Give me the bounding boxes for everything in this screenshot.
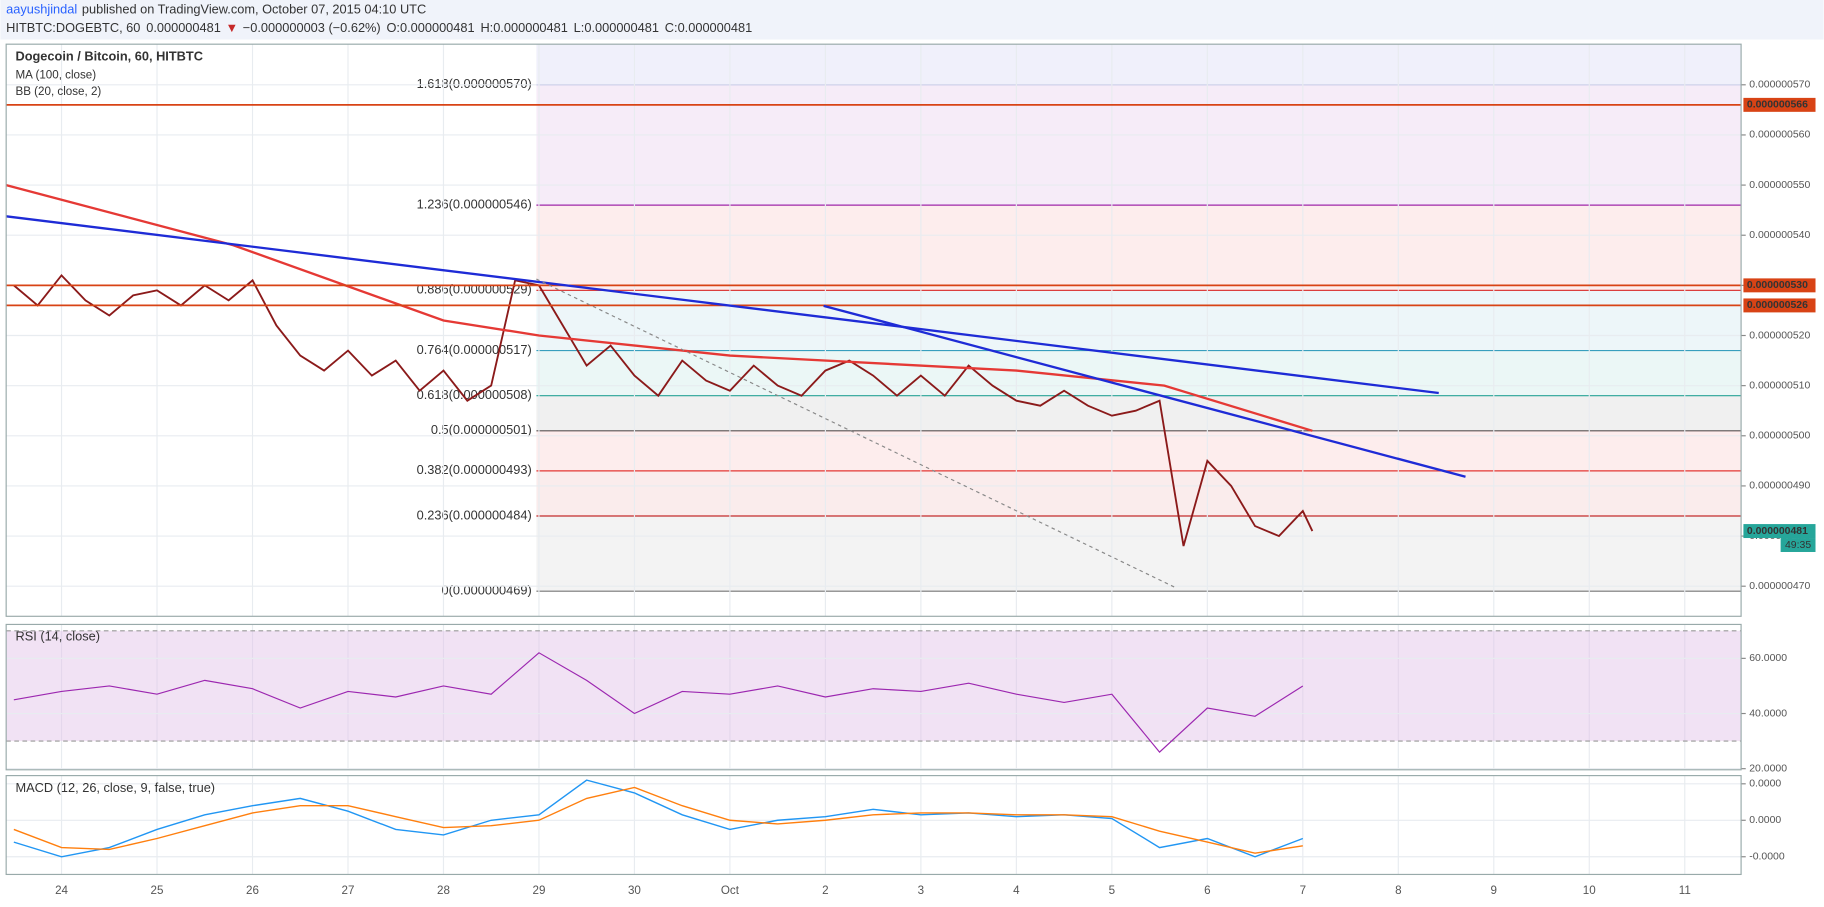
change: −0.000000003 (−0.62%) xyxy=(243,20,381,35)
series-line xyxy=(5,183,1313,432)
x-tick-label: 24 xyxy=(55,884,68,897)
study-label: BB (20, close, 2) xyxy=(15,85,101,98)
y-tick-label: 20.0000 xyxy=(1749,763,1787,774)
legend-entry: MA (100, close) xyxy=(15,69,96,82)
x-tick-label: 10 xyxy=(1583,884,1596,897)
drawings xyxy=(6,215,1466,589)
x-tick-label: 29 xyxy=(532,884,545,897)
high: H:0.000000481 xyxy=(480,20,567,35)
close: C:0.000000481 xyxy=(665,20,752,35)
countdown: 49:35 xyxy=(1785,540,1811,551)
main-pane xyxy=(5,43,1742,617)
series-line xyxy=(13,786,1303,854)
x-tick-label: Oct xyxy=(721,884,740,897)
price-tag xyxy=(1743,298,1816,313)
pane-title: RSI (14, close) xyxy=(15,629,100,644)
plot-layer: 1.618(0.000000570)1.236(0.000000546)0.88… xyxy=(5,44,1816,897)
x-tick-label: 7 xyxy=(1300,884,1306,897)
y-tick-label: 60.0000 xyxy=(1749,653,1787,664)
x-tick-label: 9 xyxy=(1491,884,1497,897)
y-tick-label: 40.0000 xyxy=(1749,708,1787,719)
published: published on TradingView.com, October 07… xyxy=(82,2,426,17)
y-tick-label: 0.0000 xyxy=(1749,779,1781,790)
direction: ▼ xyxy=(226,20,239,35)
x-tick-label: 25 xyxy=(151,884,164,897)
pane-title: MACD (12, 26, close, 9, false, true) xyxy=(15,780,215,795)
x-tick-label: 4 xyxy=(1013,884,1020,897)
trend-line xyxy=(823,304,1466,478)
price-tag xyxy=(1743,278,1816,293)
fib-zone xyxy=(536,205,1742,291)
y-tick-label: 0.000000560 xyxy=(1749,130,1810,141)
symbol: HITBTC:DOGEBTC, 60 xyxy=(6,20,140,35)
y-tick-label: 0.000000520 xyxy=(1749,330,1810,341)
fib-label: 0.5(0.000000501) xyxy=(431,422,532,437)
fib-label: 0.382(0.000000493) xyxy=(417,462,532,477)
rsi-band xyxy=(6,630,1742,742)
price-tag-label: 0.000000566 xyxy=(1747,100,1808,111)
y-tick-label: 0.000000470 xyxy=(1749,581,1810,592)
price-tag-label: 0.000000530 xyxy=(1747,280,1808,291)
y-tick-label: 0.000000550 xyxy=(1749,180,1810,191)
fib-zone xyxy=(536,395,1742,431)
fib-zone xyxy=(536,290,1742,351)
fib-label: 0.236(0.000000484) xyxy=(417,507,532,522)
fib-label: 0.764(0.000000517) xyxy=(417,342,532,357)
x-tick-label: 6 xyxy=(1204,884,1210,897)
rsi-pane xyxy=(5,623,1742,771)
macd-pane xyxy=(5,775,1742,876)
y-tick-label: 0.000000540 xyxy=(1749,230,1810,241)
price-tag xyxy=(1743,97,1816,112)
fib-zone xyxy=(536,350,1742,396)
pane-title: Dogecoin / Bitcoin, 60, HITBTC xyxy=(15,48,202,63)
series-line xyxy=(13,779,1304,858)
header-line: aayushjindal published on TradingView.com… xyxy=(6,2,426,17)
fib-label: 1.618(0.000000570) xyxy=(417,76,532,91)
x-tick-label: 2 xyxy=(822,884,828,897)
x-tick-label: 5 xyxy=(1109,884,1115,897)
y-tick-label: 0.000000490 xyxy=(1749,481,1810,492)
header-bar xyxy=(0,0,1824,40)
open: O:0.000000481 xyxy=(386,20,474,35)
last: 0.000000481 xyxy=(146,20,221,35)
fib-label: 0(0.000000469) xyxy=(441,583,531,598)
y-tick-label: -0.0000 xyxy=(1749,852,1785,863)
fib-zone xyxy=(536,44,1742,85)
price-line xyxy=(13,652,1304,753)
author[interactable]: aayushjindal xyxy=(6,2,77,17)
fib-zone xyxy=(536,516,1742,592)
countdown-tag xyxy=(1780,538,1816,552)
price-line xyxy=(13,273,1314,547)
fib-zone xyxy=(536,84,1742,206)
x-tick-label: 26 xyxy=(246,884,259,897)
fib-zone xyxy=(536,470,1742,517)
fib-label: 0.618(0.000000508) xyxy=(417,387,532,402)
fib-label: 1.236(0.000000546) xyxy=(417,197,532,212)
y-tick-label: 0.000000500 xyxy=(1749,431,1810,442)
x-tick-label: 8 xyxy=(1395,884,1401,897)
price-tag xyxy=(1743,524,1816,539)
x-tick-label: 11 xyxy=(1679,884,1691,897)
trend-line xyxy=(6,215,1439,395)
y-tick-label: 0.000000570 xyxy=(1749,80,1810,91)
low: L:0.000000481 xyxy=(574,20,659,35)
y-tick-label: 0.000000510 xyxy=(1749,380,1810,391)
price-tag-label: 0.000000526 xyxy=(1747,300,1808,311)
x-tick-label: 3 xyxy=(918,884,924,897)
x-tick-label: 27 xyxy=(342,884,355,897)
fib-zone xyxy=(536,430,1742,471)
price-tag-label: 0.000000481 xyxy=(1747,526,1808,537)
symbol-line: HITBTC:DOGEBTC, 60 0.000000481 ▼ −0.0000000… xyxy=(6,20,752,35)
x-tick-label: 28 xyxy=(437,884,450,897)
x-tick-label: 30 xyxy=(628,884,641,897)
y-tick-label: 0.0000 xyxy=(1749,815,1781,826)
